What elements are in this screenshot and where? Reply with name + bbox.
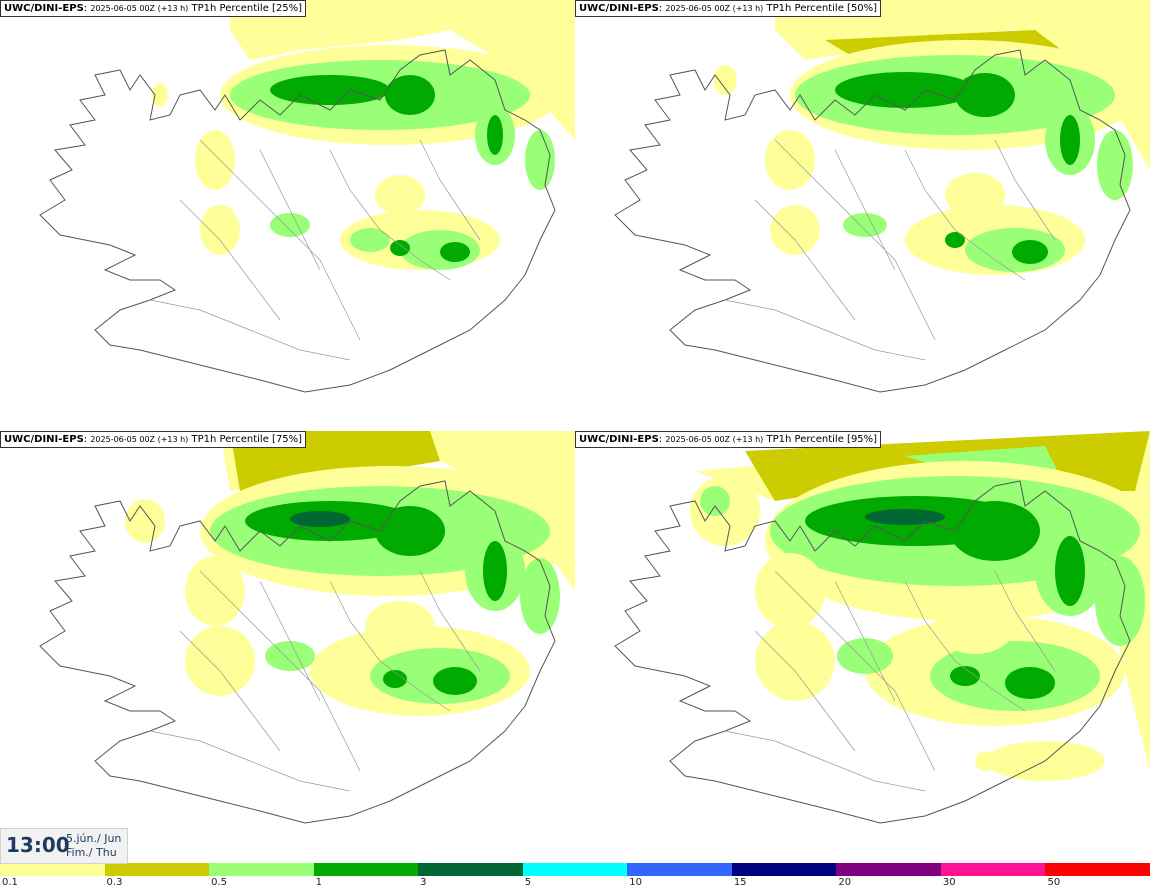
legend-label: 3 (420, 877, 427, 888)
precip-map (614, 0, 1150, 393)
legend-swatch (731, 863, 837, 876)
valid-weekday: Fim./ Thu (66, 846, 117, 859)
precip-map (39, 431, 575, 824)
legend-label: 0.1 (2, 877, 18, 888)
map-panel-25: UWC/DINI-EPS: 2025-06-05 00Z (+13 h) TP1… (0, 0, 575, 430)
color-legend: 0.1 0.3 0.5 1 3 5 10 15 20 30 50 (0, 863, 1150, 891)
panel-title: UWC/DINI-EPS: 2025-06-05 00Z (+13 h) TP1… (0, 431, 307, 448)
legend-label: 5 (524, 877, 532, 888)
valid-hour: 13:00 (6, 833, 70, 857)
legend-label: 0.5 (211, 877, 227, 888)
legend-swatch (1045, 863, 1150, 876)
legend-label: 0.3 (106, 877, 123, 888)
legend-swatch (313, 863, 419, 876)
legend-swatch (209, 863, 314, 876)
valid-time-box: 13:00 5.jún./ Jun Fim./ Thu (0, 828, 128, 864)
legend-swatch (104, 863, 210, 876)
legend-label: 15 (733, 877, 747, 888)
legend-label: 50 (1047, 877, 1061, 888)
map-panel-95: UWC/DINI-EPS: 2025-06-05 00Z (+13 h) TP1… (575, 431, 1150, 861)
legend-swatch (0, 863, 105, 876)
map-panel-75: UWC/DINI-EPS: 2025-06-05 00Z (+13 h) TP1… (0, 431, 575, 861)
legend-swatch (940, 863, 1046, 876)
legend-color-bar (0, 863, 1150, 876)
legend-swatch (627, 863, 732, 876)
legend-label: 20 (838, 877, 852, 888)
precip-map (39, 0, 575, 393)
legend-label: 10 (629, 877, 642, 888)
panel-title: UWC/DINI-EPS: 2025-06-05 00Z (+13 h) TP1… (575, 431, 882, 448)
legend-swatch (836, 863, 941, 876)
map-panel-50: UWC/DINI-EPS: 2025-06-05 00Z (+13 h) TP1… (575, 0, 1150, 430)
valid-date: 5.jún./ Jun (66, 832, 122, 845)
precip-map (614, 431, 1150, 824)
legend-label: 30 (942, 877, 956, 888)
panel-title: UWC/DINI-EPS: 2025-06-05 00Z (+13 h) TP1… (0, 0, 307, 17)
legend-swatch (418, 863, 523, 876)
legend-label: 1 (315, 877, 322, 888)
panel-title: UWC/DINI-EPS: 2025-06-05 00Z (+13 h) TP1… (575, 0, 882, 17)
legend-swatch (522, 863, 628, 876)
